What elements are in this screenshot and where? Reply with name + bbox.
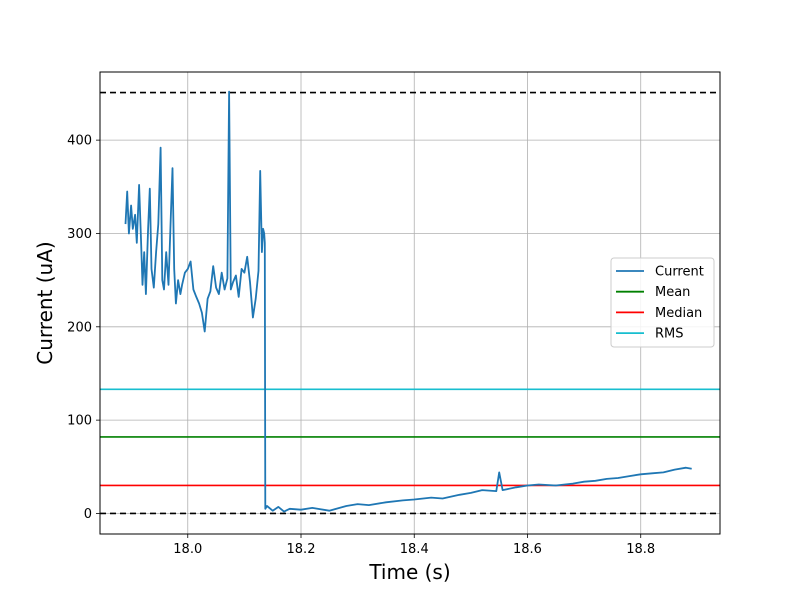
series [124,90,692,513]
plot-frame [99,71,721,535]
y-tick-label: 100 [67,414,92,429]
legend: Current Mean Median RMS [610,257,715,348]
x-tick-label: 18.6 [513,542,542,557]
current-series-line [124,90,692,513]
x-tick-label: 18.8 [626,542,655,557]
ticks: 18.0 18.2 18.4 18.6 18.8 0 100 200 300 400 [67,134,655,557]
y-axis-label: Current (uA) [33,241,57,364]
y-tick-label: 200 [67,320,92,335]
horizontal-lines [100,91,720,515]
y-tick-label: 0 [84,507,92,522]
legend-label-rms: RMS [655,327,684,342]
x-tick-label: 18.0 [173,542,202,557]
x-tick-label: 18.4 [400,542,429,557]
legend-label-mean: Mean [655,285,690,300]
x-tick-label: 18.2 [287,542,316,557]
legend-label-median: Median [655,306,702,321]
y-tick-label: 400 [67,134,92,149]
legend-label-current: Current [655,265,704,280]
y-tick-label: 300 [67,227,92,242]
legend-box [610,257,715,348]
x-axis-label: Time (s) [368,560,450,584]
